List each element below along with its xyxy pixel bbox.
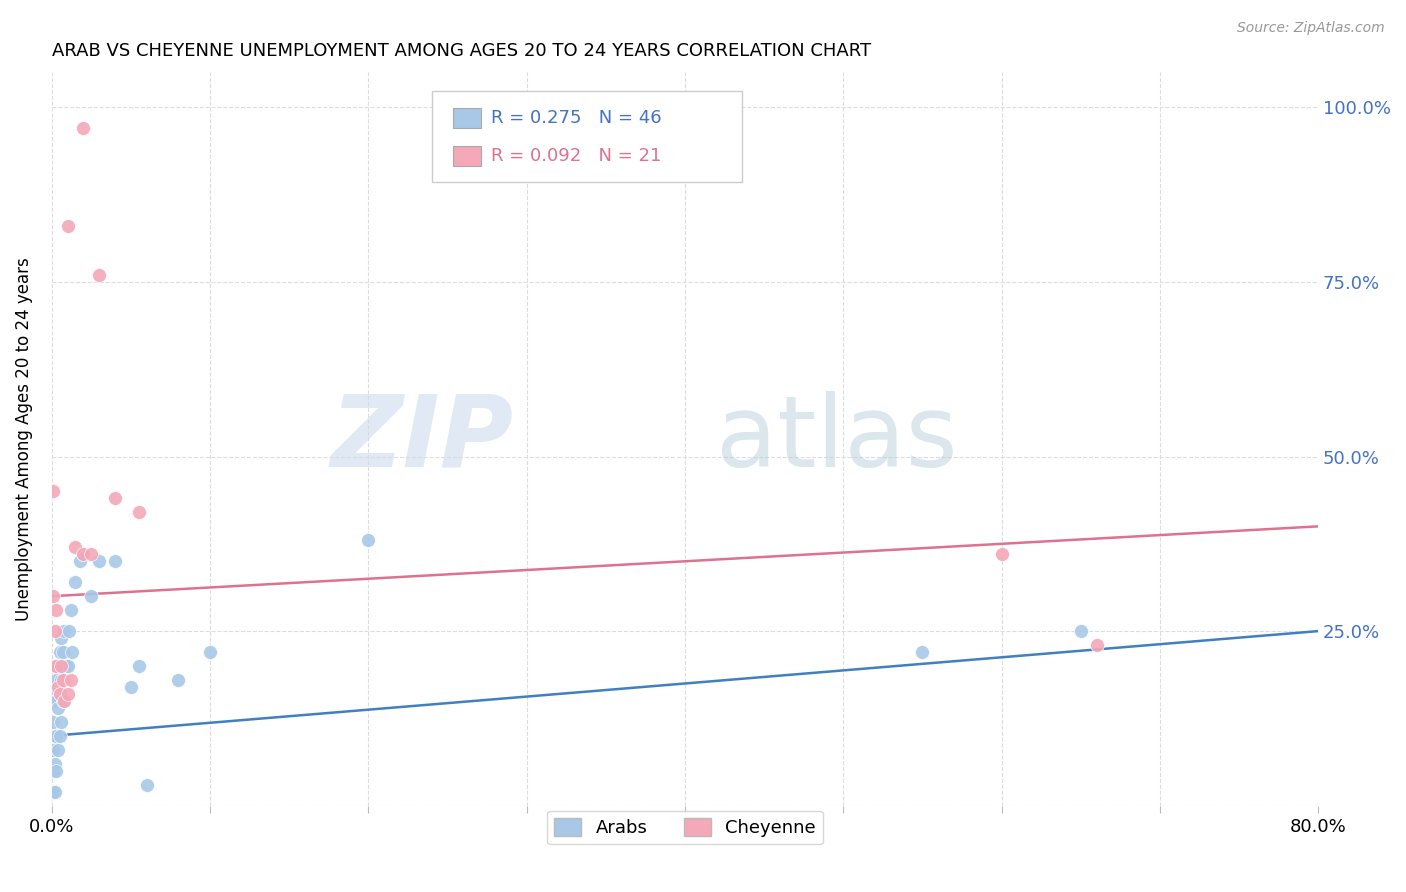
Point (56, 219, 79, 233)
Text: ZIP: ZIP (330, 391, 515, 488)
Point (58, 624, 80, 639)
Point (56, 687, 79, 701)
Text: atlas: atlas (716, 391, 957, 488)
Point (42, 484, 65, 499)
Legend: Arabs, Cheyenne: Arabs, Cheyenne (547, 811, 823, 845)
Point (59, 673, 82, 687)
Point (53, 673, 76, 687)
Point (42, 687, 65, 701)
Point (46, 659, 69, 673)
Point (80, 589, 103, 603)
Point (911, 645, 934, 659)
Point (48, 687, 70, 701)
Point (990, 547, 1012, 561)
Point (72, 121, 94, 136)
Text: R = 0.092   N = 21: R = 0.092 N = 21 (491, 147, 662, 165)
Bar (453, 145, 481, 166)
Y-axis label: Unemployment Among Ages 20 to 24 years: Unemployment Among Ages 20 to 24 years (15, 257, 32, 621)
Point (52, 673, 75, 687)
Point (44, 729, 66, 743)
Point (44, 756, 66, 771)
Point (52, 694, 75, 708)
Point (120, 680, 142, 694)
Point (72, 547, 94, 561)
Point (60, 645, 83, 659)
Point (45, 673, 67, 687)
Point (45, 729, 67, 743)
Point (55, 659, 77, 673)
Point (104, 554, 127, 568)
Point (128, 659, 150, 673)
Point (53, 694, 76, 708)
Point (46, 701, 69, 715)
Point (167, 673, 190, 687)
Point (44, 785, 66, 799)
Point (59, 603, 82, 617)
Point (65, 575, 87, 590)
Text: Source: ZipAtlas.com: Source: ZipAtlas.com (1237, 21, 1385, 35)
Point (44, 659, 66, 673)
Point (128, 505, 150, 519)
Point (44, 659, 66, 673)
Point (80, 547, 103, 561)
Point (48, 645, 70, 659)
Point (44, 624, 66, 639)
Point (44, 694, 66, 708)
Point (69, 554, 91, 568)
Bar (453, 108, 481, 128)
Text: ARAB VS CHEYENNE UNEMPLOYMENT AMONG AGES 20 TO 24 YEARS CORRELATION CHART: ARAB VS CHEYENNE UNEMPLOYMENT AMONG AGES… (52, 42, 870, 60)
Point (46, 680, 69, 694)
Point (51, 673, 73, 687)
Point (45, 694, 67, 708)
Point (72, 547, 94, 561)
Point (1070, 624, 1092, 639)
Point (48, 687, 70, 701)
Point (104, 491, 127, 506)
Point (42, 714, 65, 729)
Point (52, 645, 75, 659)
Point (89, 554, 111, 568)
Point (42, 743, 65, 757)
Point (51, 659, 73, 673)
Point (42, 785, 65, 799)
Point (89, 268, 111, 282)
Point (42, 764, 65, 778)
Point (53, 624, 76, 639)
Point (48, 729, 70, 743)
Point (65, 541, 87, 555)
Point (198, 645, 221, 659)
Point (42, 589, 65, 603)
Point (357, 533, 380, 548)
FancyBboxPatch shape (432, 91, 742, 183)
Point (45, 764, 67, 778)
Point (56, 659, 79, 673)
Point (51, 714, 73, 729)
Point (135, 778, 157, 792)
Text: R = 0.275   N = 46: R = 0.275 N = 46 (491, 109, 662, 127)
Point (46, 743, 69, 757)
Point (51, 631, 73, 645)
Point (1085, 638, 1108, 652)
Point (45, 603, 67, 617)
Point (45, 659, 67, 673)
